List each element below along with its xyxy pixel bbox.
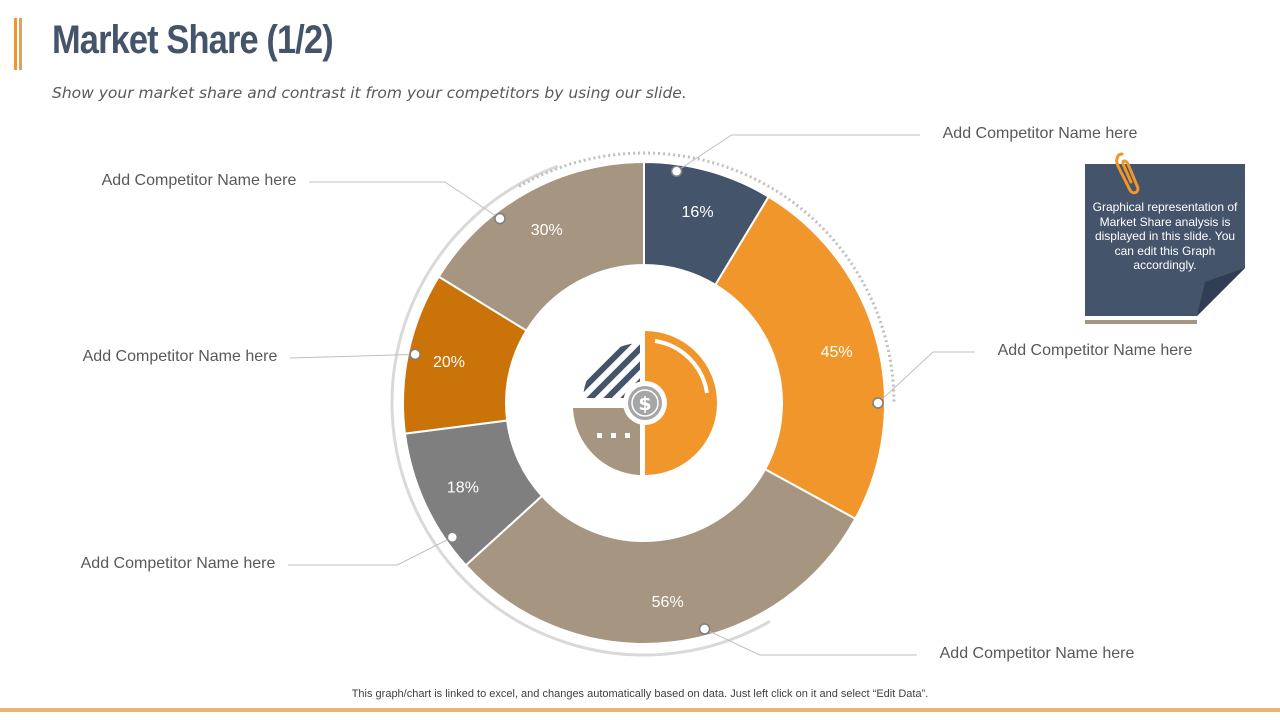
connector-line-5 <box>289 353 416 359</box>
dollar-pie-icon: $ <box>573 331 717 475</box>
donut-slice-3[interactable] <box>464 467 857 645</box>
slice-value-label-2: 45% <box>821 344 853 361</box>
connector-line-1 <box>676 134 920 172</box>
connector-dot-4 <box>446 531 459 543</box>
donut-slice-6[interactable] <box>437 160 645 333</box>
title-accent-bar-2 <box>19 18 22 70</box>
outer-decor-arc <box>390 164 771 657</box>
competitor-label-1: Add Competitor Name here <box>942 125 1138 142</box>
outer-dotted-arc <box>518 151 896 404</box>
connector-line-4 <box>288 536 453 566</box>
page-subtitle: Show your market share and contrast it f… <box>52 84 687 102</box>
slice-value-label-3: 56% <box>652 594 684 611</box>
donut-slice-2[interactable] <box>713 195 886 521</box>
connector-dot-6 <box>494 212 506 225</box>
connector-dot-1 <box>670 165 683 178</box>
connector-line-3 <box>704 628 917 656</box>
slice-value-label-5: 20% <box>433 354 465 371</box>
connector-dot-3 <box>698 623 711 635</box>
connector-dot-2 <box>872 397 884 409</box>
slice-value-label-1: 16% <box>682 204 714 221</box>
title-accent-bar-1 <box>14 18 17 70</box>
competitor-label-3: Add Competitor Name here <box>939 645 1135 662</box>
svg-text:$: $ <box>638 393 651 415</box>
competitor-label-5: Add Competitor Name here <box>82 348 278 365</box>
connector-dot-5 <box>409 348 421 361</box>
note-base-bar <box>1085 320 1197 324</box>
page-title: Market Share (1/2) <box>52 18 334 62</box>
bottom-accent-bar <box>0 708 1280 712</box>
connector-line-6 <box>309 181 501 220</box>
paperclip-icon <box>1115 152 1140 195</box>
competitor-label-4: Add Competitor Name here <box>80 555 276 572</box>
competitor-label-6: Add Competitor Name here <box>101 172 297 189</box>
competitor-label-2: Add Competitor Name here <box>997 342 1193 359</box>
connector-line-2 <box>877 351 975 404</box>
note-fold-corner <box>1197 268 1245 316</box>
footer-note: This graph/chart is linked to excel, and… <box>351 688 929 700</box>
slice-value-label-4: 18% <box>447 480 479 497</box>
slice-value-label-6: 30% <box>531 222 563 239</box>
note-text: Graphical representation of Market Share… <box>1092 200 1238 272</box>
